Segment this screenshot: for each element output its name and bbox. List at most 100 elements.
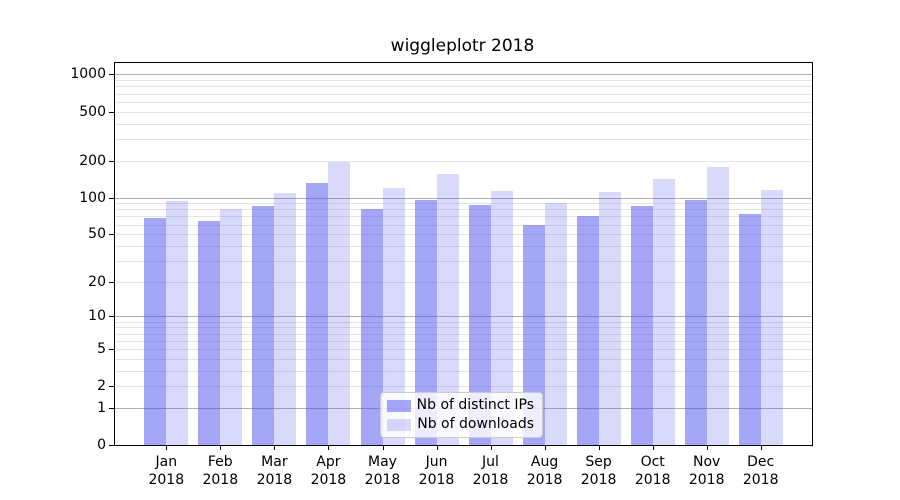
bar-dl-dec — [760, 190, 783, 445]
y-tick-100 — [109, 197, 114, 199]
minor-gridline — [115, 321, 812, 323]
y-tick-label-500: 500 — [79, 103, 106, 120]
legend: Nb of distinct IPs Nb of downloads — [380, 392, 543, 438]
x-tick-jul — [490, 445, 492, 450]
y-tick-label-2: 2 — [97, 378, 106, 395]
minor-gridline — [115, 216, 812, 218]
y-tick-label-50: 50 — [88, 226, 106, 243]
y-tick-50 — [109, 234, 114, 236]
y-tick-label-20: 20 — [88, 273, 106, 290]
x-tick-aug — [544, 445, 546, 450]
minor-gridline — [115, 348, 812, 350]
x-tick-jun — [436, 445, 438, 450]
bar-dl-aug — [544, 202, 567, 445]
major-gridline — [115, 74, 812, 76]
x-tick-mar — [274, 445, 276, 450]
bar-ip-feb — [198, 221, 221, 445]
minor-gridline — [115, 224, 812, 226]
x-tick-label-sep: Sep 2018 — [580, 454, 617, 488]
y-tick-200 — [109, 160, 114, 162]
bar-ip-aug — [522, 224, 545, 445]
y-tick-label-1000: 1000 — [70, 66, 106, 83]
x-tick-label-feb: Feb 2018 — [202, 454, 239, 488]
y-tick-10 — [109, 316, 114, 318]
bar-ip-sep — [576, 215, 599, 445]
x-tick-feb — [220, 445, 222, 450]
bar-ip-nov — [684, 200, 707, 445]
minor-gridline — [115, 327, 812, 329]
legend-item-downloads: Nb of downloads — [381, 417, 542, 432]
minor-gridline — [115, 138, 812, 140]
plot-area: 0 1 2 5 10 20 50 100 200 500 1000 Jan 2018 Feb 2018 M… — [70, 62, 813, 488]
y-tick-label-100: 100 — [79, 189, 106, 206]
minor-gridline — [115, 245, 812, 247]
minor-gridline — [115, 93, 812, 95]
minor-gridline — [115, 234, 812, 236]
major-gridline — [115, 316, 812, 318]
legend-swatch-distinct-ips — [387, 399, 411, 412]
bar-ip-jun — [414, 200, 437, 445]
bar-ip-jul — [468, 204, 491, 445]
legend-swatch-downloads — [387, 418, 411, 431]
x-tick-apr — [328, 445, 330, 450]
y-tick-2 — [109, 386, 114, 388]
bar-dl-jan — [166, 201, 189, 445]
y-tick-label-1: 1 — [97, 399, 106, 416]
y-tick-5 — [109, 348, 114, 350]
bar-ip-dec — [738, 214, 761, 445]
bar-ip-may — [360, 209, 383, 445]
bar-ip-apr — [306, 182, 329, 445]
minor-gridline — [115, 281, 812, 283]
bar-dl-apr — [328, 161, 351, 445]
y-tick-label-0: 0 — [97, 437, 106, 453]
x-tick-label-jan: Jan 2018 — [148, 454, 185, 488]
chart-title: wiggleplotr 2018 — [390, 36, 535, 56]
minor-gridline — [115, 111, 812, 113]
bar-ip-jan — [144, 217, 167, 445]
x-tick-label-aug: Aug 2018 — [526, 454, 563, 488]
minor-gridline — [115, 160, 812, 162]
x-tick-label-jun: Jun 2018 — [418, 454, 455, 488]
x-tick-label-mar: Mar 2018 — [256, 454, 293, 488]
minor-gridline — [115, 123, 812, 125]
x-tick-nov — [706, 445, 708, 450]
minor-gridline — [115, 101, 812, 103]
x-tick-dec — [760, 445, 762, 450]
minor-gridline — [115, 80, 812, 82]
bar-ip-oct — [630, 205, 653, 445]
y-tick-label-5: 5 — [97, 340, 106, 357]
y-tick-label-200: 200 — [79, 152, 106, 169]
y-tick-20 — [109, 281, 114, 283]
x-tick-label-oct: Oct 2018 — [634, 454, 671, 488]
y-tick-0 — [109, 445, 114, 446]
minor-gridline — [115, 340, 812, 342]
x-tick-may — [382, 445, 384, 450]
x-tick-label-nov: Nov 2018 — [688, 454, 725, 488]
minor-gridline — [115, 358, 812, 360]
minor-gridline — [115, 209, 812, 211]
minor-gridline — [115, 386, 812, 388]
x-tick-sep — [598, 445, 600, 450]
x-tick-label-may: May 2018 — [364, 454, 401, 488]
y-tick-1000 — [109, 74, 114, 76]
bar-ip-mar — [252, 205, 275, 445]
bar-dl-feb — [220, 208, 243, 445]
y-tick-label-10: 10 — [88, 308, 106, 325]
y-tick-1 — [109, 407, 114, 409]
minor-gridline — [115, 260, 812, 262]
legend-label-distinct-ips: Nb of distinct IPs — [416, 397, 534, 413]
bar-dl-mar — [274, 192, 297, 445]
major-gridline — [115, 197, 812, 199]
bar-dl-jun — [436, 174, 459, 445]
x-tick-label-dec: Dec 2018 — [742, 454, 779, 488]
minor-gridline — [115, 333, 812, 335]
bar-dl-sep — [598, 192, 621, 445]
legend-label-downloads: Nb of downloads — [417, 416, 534, 432]
bar-dl-oct — [652, 178, 675, 445]
x-tick-jan — [166, 445, 168, 450]
minor-gridline — [115, 370, 812, 372]
bar-dl-jul — [490, 191, 513, 445]
minor-gridline — [115, 203, 812, 205]
bar-dl-may — [382, 187, 405, 445]
